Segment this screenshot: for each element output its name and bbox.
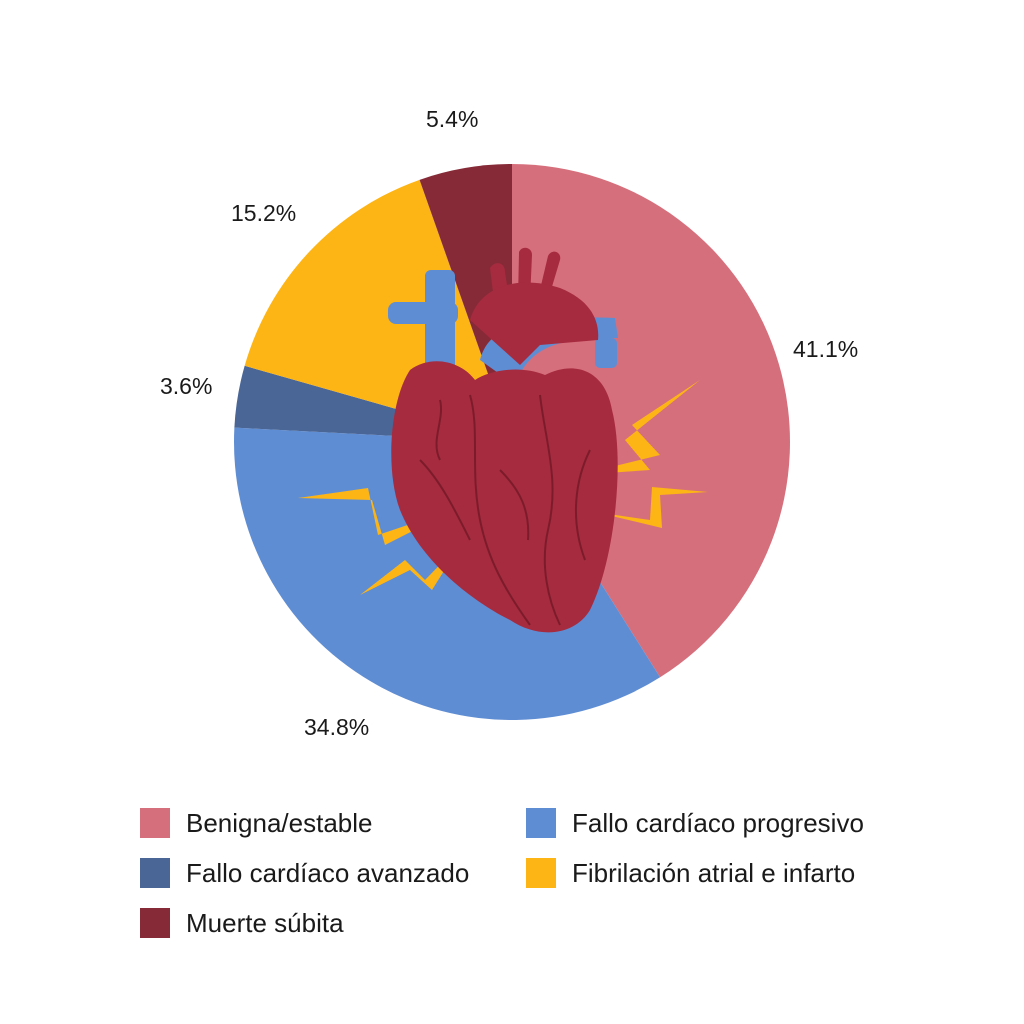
legend-swatch bbox=[140, 908, 170, 938]
legend-label: Fibrilación atrial e infarto bbox=[572, 857, 856, 888]
pie-value-labels: 41.1% 34.8% 3.6% 15.2% 5.4% bbox=[160, 106, 858, 740]
legend-item-muerte-subita: Muerte súbita bbox=[140, 908, 526, 938]
value-label-fallo-progresivo: 34.8% bbox=[304, 714, 369, 740]
legend-item-benigna-estable: Benigna/estable bbox=[140, 808, 526, 838]
legend-swatch bbox=[526, 808, 556, 838]
value-label-muerte-subita: 5.4% bbox=[426, 106, 478, 132]
legend-item-fibrilacion-infarto: Fibrilación atrial e infarto bbox=[526, 858, 906, 888]
pie-slice-muerte-súbita bbox=[419, 164, 512, 442]
legend-label: Muerte súbita bbox=[186, 907, 344, 938]
legend: Benigna/estable Fallo cardíaco progresiv… bbox=[140, 808, 920, 938]
value-label-benigna-estable: 41.1% bbox=[793, 336, 858, 362]
legend-label: Benigna/estable bbox=[186, 807, 373, 838]
legend-item-fallo-progresivo: Fallo cardíaco progresivo bbox=[526, 808, 906, 838]
aortic-branches bbox=[470, 247, 599, 365]
heart-body bbox=[391, 361, 618, 633]
lightning-bolt-icons bbox=[298, 380, 708, 595]
heart-veins bbox=[419, 394, 591, 626]
legend-label: Fallo cardíaco avanzado bbox=[186, 857, 470, 888]
legend-swatch bbox=[140, 858, 170, 888]
value-label-fallo-avanzado: 3.6% bbox=[160, 373, 212, 399]
heart-icon bbox=[298, 247, 708, 633]
legend-label: Fallo cardíaco progresivo bbox=[572, 807, 864, 838]
legend-item-fallo-avanzado: Fallo cardíaco avanzado bbox=[140, 858, 526, 888]
legend-swatch bbox=[526, 858, 556, 888]
value-label-fibrilacion-infarto: 15.2% bbox=[231, 200, 296, 226]
legend-swatch bbox=[140, 808, 170, 838]
